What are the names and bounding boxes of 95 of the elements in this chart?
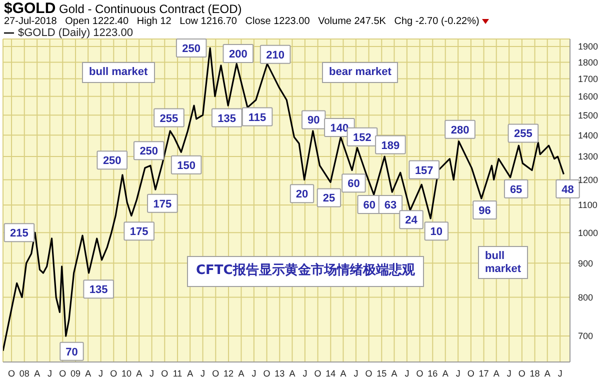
chart-title: $GOLD Gold - Continuous Contract (EOD) bbox=[4, 0, 242, 17]
annotation: 255 bbox=[160, 112, 178, 125]
x-tick-label: J bbox=[252, 368, 256, 377]
y-tick-label: 1500 bbox=[578, 110, 598, 120]
annotation: 63 bbox=[384, 199, 397, 212]
x-tick-label: 12 bbox=[224, 368, 234, 377]
x-tick-label: J bbox=[150, 368, 154, 377]
annotation: 115 bbox=[248, 112, 266, 124]
x-tick-label: O bbox=[212, 368, 220, 377]
y-tick-label: 1600 bbox=[578, 92, 598, 102]
x-tick-label: 09 bbox=[70, 368, 81, 377]
annotation: 135 bbox=[218, 112, 236, 125]
x-tick-label: A bbox=[85, 368, 92, 377]
x-tick-label: 15 bbox=[376, 368, 387, 377]
x-tick-label: O bbox=[467, 368, 474, 377]
annotation: 70 bbox=[66, 346, 78, 358]
x-tick-label: J bbox=[48, 368, 52, 377]
legend-label: $GOLD (Daily) 1223.00 bbox=[18, 27, 133, 39]
x-tick-label: O bbox=[365, 368, 372, 377]
x-tick-label: O bbox=[110, 368, 118, 377]
annotation: 175 bbox=[130, 226, 148, 238]
y-tick-label: 1200 bbox=[578, 174, 598, 185]
x-tick-label: J bbox=[302, 368, 308, 377]
x-tick-label: A bbox=[544, 368, 550, 377]
annotation: bull market bbox=[82, 62, 155, 83]
x-tick-label: O bbox=[161, 368, 168, 377]
x-tick-label: O bbox=[314, 368, 322, 377]
x-tick-label: A bbox=[289, 368, 296, 377]
x-tick-label: A bbox=[391, 368, 398, 377]
x-tick-label: J bbox=[506, 368, 512, 377]
annotation: bear market bbox=[322, 62, 398, 83]
annotation: 10 bbox=[430, 226, 443, 238]
annotation: 280 bbox=[450, 124, 470, 136]
x-tick-label: O bbox=[8, 368, 16, 377]
x-tick-label: A bbox=[187, 368, 194, 377]
chart-subtitle: 27-Jul-2018 Open 1222.40 High 12 Low 1216.70 Close 1223.00 Volume 247.5K Chg -2.70 (-0.22%) bbox=[4, 16, 480, 27]
annotation: 175 bbox=[153, 198, 172, 210]
x-tick-label: 17 bbox=[478, 368, 489, 377]
annotation: 250 bbox=[182, 43, 201, 56]
annotation: 215 bbox=[10, 228, 28, 240]
annotation: 135 bbox=[89, 284, 108, 296]
y-tick-label: 1800 bbox=[578, 57, 598, 68]
y-tick-label: 900 bbox=[578, 258, 594, 268]
annotation: 250 bbox=[102, 155, 122, 168]
annotation: 255 bbox=[514, 128, 532, 140]
x-tick-label: A bbox=[136, 368, 142, 377]
x-tick-label: 14 bbox=[326, 368, 336, 377]
y-tick-label: 700 bbox=[578, 331, 594, 342]
x-tick-label: J bbox=[354, 368, 358, 377]
annotation: 65 bbox=[510, 184, 522, 196]
y-tick-label: 1400 bbox=[578, 130, 598, 140]
x-tick-label: 16 bbox=[428, 368, 438, 377]
y-tick-label: 1100 bbox=[578, 200, 598, 210]
x-tick-label: J bbox=[404, 368, 410, 377]
annotation: 60 bbox=[363, 199, 376, 212]
x-tick-label: 08 bbox=[19, 368, 30, 377]
x-tick-label: A bbox=[493, 368, 500, 377]
x-tick-label: 11 bbox=[172, 368, 182, 377]
x-tick-label: A bbox=[340, 368, 346, 377]
x-tick-label: O bbox=[518, 368, 526, 377]
annotation: 60 bbox=[348, 178, 360, 190]
annotation: 157 bbox=[414, 164, 434, 177]
x-tick-label: 13 bbox=[274, 368, 285, 377]
annotation: 48 bbox=[562, 184, 574, 196]
annotation: 210 bbox=[266, 49, 284, 62]
x-tick-label: A bbox=[442, 368, 448, 377]
x-tick-label: O bbox=[416, 368, 424, 377]
y-tick-label: 1700 bbox=[578, 74, 598, 84]
annotation: 200 bbox=[228, 48, 248, 60]
x-tick-label: J bbox=[456, 368, 460, 377]
x-tick-label: J bbox=[98, 368, 104, 377]
x-tick-label: A bbox=[238, 368, 244, 377]
x-tick-label: A bbox=[34, 368, 40, 377]
annotation: 24 bbox=[405, 214, 418, 227]
annotation: 96 bbox=[478, 205, 491, 218]
x-tick-label: J bbox=[200, 368, 206, 377]
annotation: 250 bbox=[140, 146, 158, 158]
annotation: 150 bbox=[177, 160, 196, 172]
annotation: 90 bbox=[307, 114, 320, 127]
annotation: bull market bbox=[478, 246, 528, 280]
x-tick-label: J bbox=[558, 368, 562, 377]
annotation: 189 bbox=[381, 140, 400, 152]
y-tick-label: 1900 bbox=[578, 42, 598, 52]
x-tick-label: 18 bbox=[530, 368, 540, 377]
x-tick-label: 10 bbox=[122, 368, 132, 377]
y-tick-label: 1300 bbox=[578, 152, 598, 162]
annotation: 20 bbox=[296, 188, 308, 201]
y-tick-label: 800 bbox=[578, 292, 594, 302]
x-tick-label: O bbox=[263, 368, 270, 377]
y-tick-label: 1000 bbox=[578, 228, 598, 238]
annotation: CFTC报告显示黄金市场情绪极端悲观 bbox=[187, 256, 424, 287]
x-tick-label: O bbox=[59, 368, 66, 377]
annotation: 25 bbox=[322, 192, 336, 205]
annotation: 140 bbox=[330, 122, 349, 135]
annotation: 152 bbox=[353, 132, 372, 144]
